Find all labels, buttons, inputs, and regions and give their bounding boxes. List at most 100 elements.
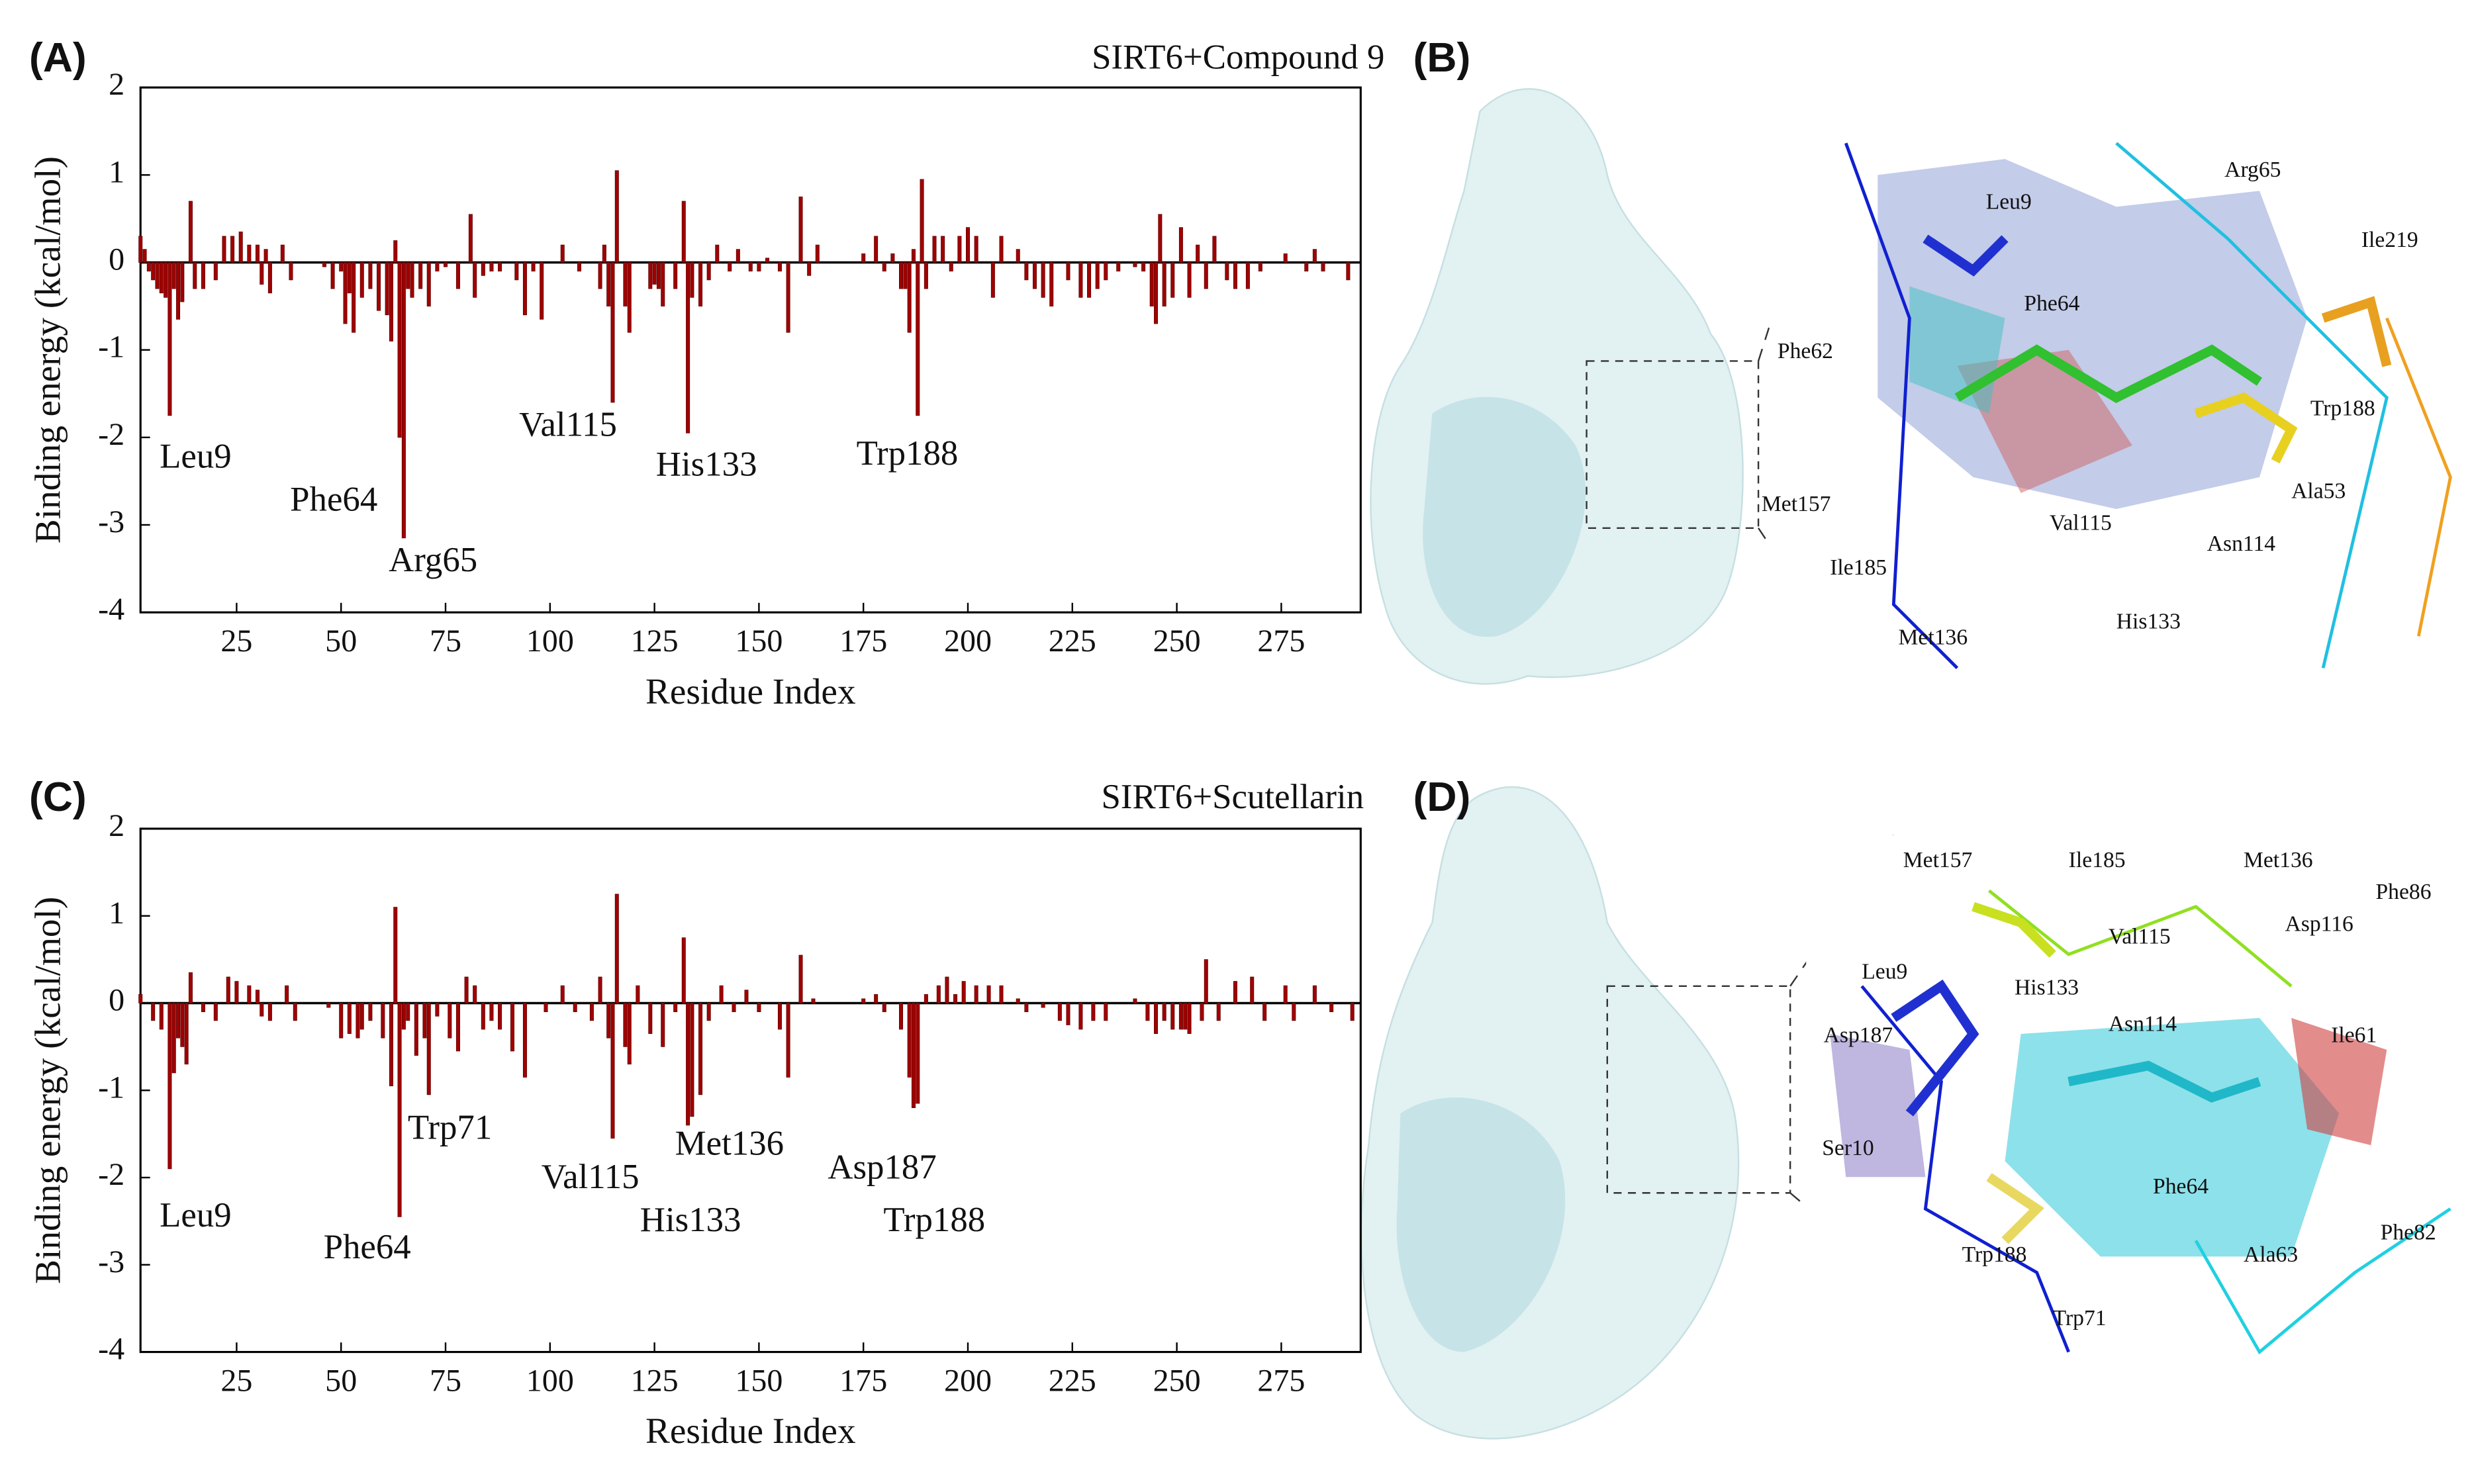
bar xyxy=(489,262,494,272)
bar xyxy=(732,1003,736,1013)
residue-label: Phe64 xyxy=(2024,291,2079,316)
bar xyxy=(352,262,356,333)
residue-label: Ile61 xyxy=(2331,1023,2377,1047)
bar xyxy=(690,262,694,298)
bar xyxy=(368,1003,373,1021)
bar xyxy=(406,1003,410,1021)
bar xyxy=(1057,1003,1062,1021)
bar xyxy=(267,1003,272,1021)
bar xyxy=(1133,262,1137,267)
residue-label: Ala63 xyxy=(2244,1242,2298,1267)
bar xyxy=(1183,1003,1188,1030)
bar xyxy=(481,262,485,276)
annotation: His133 xyxy=(656,445,757,484)
backbone xyxy=(1844,142,1959,669)
bar xyxy=(932,236,937,263)
y-tick-label: 1 xyxy=(109,154,124,189)
bar xyxy=(414,1003,418,1056)
x-axis-label: Residue Index xyxy=(645,1411,856,1451)
bar xyxy=(339,262,344,272)
bar xyxy=(1262,1003,1267,1021)
bar xyxy=(260,1003,264,1017)
residue-stick xyxy=(1923,234,2009,277)
bar xyxy=(606,1003,611,1039)
bar xyxy=(961,981,966,1003)
bar xyxy=(422,1003,427,1039)
bar xyxy=(1016,998,1020,1003)
bar xyxy=(899,262,904,289)
bar xyxy=(260,262,264,285)
bar xyxy=(1158,214,1163,263)
bar xyxy=(1178,227,1183,263)
bar xyxy=(435,1003,440,1017)
residue-label: Asn114 xyxy=(2207,532,2276,556)
bar xyxy=(368,262,373,289)
backbone xyxy=(2385,317,2452,637)
bar xyxy=(1258,262,1262,272)
bar xyxy=(1196,244,1200,263)
bar xyxy=(1066,262,1070,281)
bar xyxy=(911,249,916,263)
bar xyxy=(673,1003,678,1013)
bar xyxy=(1346,262,1351,281)
bar xyxy=(247,985,252,1003)
bar xyxy=(473,985,477,1003)
bar xyxy=(924,994,928,1003)
protein-helix xyxy=(1423,396,1586,637)
bar xyxy=(159,1003,164,1030)
residue-label: Ile219 xyxy=(2361,228,2418,252)
panel-label: (D) xyxy=(1413,774,1471,820)
residue-label: Asp116 xyxy=(2285,911,2353,936)
bar xyxy=(652,262,657,285)
y-tick-label: -2 xyxy=(98,1157,124,1192)
x-tick-label: 100 xyxy=(526,624,574,659)
bar xyxy=(757,262,761,272)
bar xyxy=(598,976,602,1003)
bar xyxy=(899,1003,904,1030)
ligand xyxy=(2067,1060,2261,1103)
bar xyxy=(522,1003,527,1078)
x-tick-label: 275 xyxy=(1257,624,1305,659)
bar xyxy=(1212,236,1217,263)
bar xyxy=(247,244,252,263)
surface-patch xyxy=(2291,1017,2387,1146)
bar xyxy=(936,985,941,1003)
annotation: Val115 xyxy=(542,1158,640,1196)
bar xyxy=(151,1003,156,1021)
bar xyxy=(1133,998,1137,1003)
bar xyxy=(606,262,611,306)
bar xyxy=(719,985,724,1003)
bar xyxy=(589,1003,594,1021)
bar xyxy=(410,262,414,298)
residue-label: Trp71 xyxy=(2053,1306,2107,1330)
residue-stick xyxy=(1971,902,2056,958)
chart-title: SIRT6+Scutellarin xyxy=(1102,778,1364,816)
bar xyxy=(1283,253,1288,263)
bar xyxy=(356,1003,360,1039)
bar xyxy=(489,1003,494,1021)
x-axis-label: Residue Index xyxy=(645,671,856,712)
residue-label: Ile185 xyxy=(2069,848,2126,872)
bar xyxy=(957,236,962,263)
x-tick-label: 100 xyxy=(526,1364,574,1399)
bar xyxy=(786,1003,790,1078)
x-tick-label: 50 xyxy=(325,624,357,659)
bar xyxy=(343,262,348,324)
bar xyxy=(213,1003,218,1021)
bar xyxy=(690,1003,694,1117)
bar xyxy=(418,262,423,289)
bar xyxy=(167,1003,172,1170)
x-tick-label: 125 xyxy=(631,1364,679,1399)
bar xyxy=(636,985,640,1003)
residue-label: Ala53 xyxy=(2291,479,2346,504)
bar xyxy=(786,262,790,333)
bar xyxy=(648,262,653,289)
annotation: His133 xyxy=(640,1201,741,1239)
bar xyxy=(1041,1003,1045,1008)
bar xyxy=(464,976,469,1003)
bar xyxy=(890,253,895,263)
bar xyxy=(1187,262,1192,298)
bar xyxy=(1078,1003,1083,1030)
panel-label: (C) xyxy=(29,774,87,820)
